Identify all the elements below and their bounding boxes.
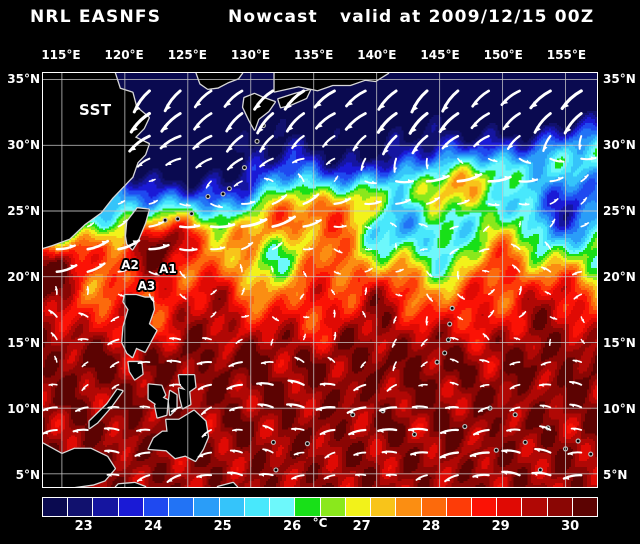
lon-tick-115°E: 115°E [41, 48, 80, 62]
colorbar-tick-26: 26 [283, 519, 301, 534]
lat-tick-left-15°N: 15°N [7, 336, 40, 350]
colorbar-units-label: °C [313, 516, 328, 530]
colorbar-tick-29: 29 [492, 519, 510, 534]
colorbar-cell [93, 498, 118, 516]
colorbar-tick-28: 28 [422, 519, 440, 534]
colorbar-cell [194, 498, 219, 516]
colorbar-cell [270, 498, 295, 516]
colorbar-cell [472, 498, 497, 516]
colorbar-cell [119, 498, 144, 516]
colorbar-cell [220, 498, 245, 516]
lon-tick-120°E: 120°E [105, 48, 144, 62]
colorbar-tick-24: 24 [144, 519, 162, 534]
colorbar-cell [573, 498, 597, 516]
lat-tick-left-10°N: 10°N [7, 402, 40, 416]
sst-field-plot [43, 73, 597, 487]
lat-tick-right-5°N: 5°N [603, 468, 627, 482]
sst-colorbar[interactable] [42, 497, 598, 517]
colorbar-cell [43, 498, 68, 516]
lat-tick-right-35°N: 35°N [603, 72, 636, 86]
lat-tick-right-15°N: 15°N [603, 336, 636, 350]
colorbar-cell [371, 498, 396, 516]
lat-tick-right-30°N: 30°N [603, 138, 636, 152]
colorbar-cell [169, 498, 194, 516]
lat-tick-left-35°N: 35°N [7, 72, 40, 86]
colorbar-cell [144, 498, 169, 516]
title-bar: NRL EASNFS Nowcast valid at 2009/12/15 0… [0, 7, 640, 33]
colorbar-cell [295, 498, 320, 516]
colorbar-cell [321, 498, 346, 516]
colorbar-cell [245, 498, 270, 516]
lon-tick-150°E: 150°E [484, 48, 523, 62]
lon-tick-125°E: 125°E [168, 48, 207, 62]
valid-time: valid at 2009/12/15 00Z [340, 7, 594, 27]
colorbar-cell [497, 498, 522, 516]
forecast-kind: Nowcast [228, 7, 318, 27]
colorbar-cell [68, 498, 93, 516]
colorbar-tick-23: 23 [75, 519, 93, 534]
colorbar-cell [396, 498, 421, 516]
lon-tick-155°E: 155°E [547, 48, 586, 62]
model-name: NRL EASNFS [30, 7, 161, 27]
lon-tick-135°E: 135°E [294, 48, 333, 62]
colorbar-cell [522, 498, 547, 516]
lon-tick-145°E: 145°E [420, 48, 459, 62]
colorbar-cell [548, 498, 573, 516]
colorbar-tick-27: 27 [353, 519, 371, 534]
lon-tick-130°E: 130°E [231, 48, 270, 62]
lon-tick-140°E: 140°E [357, 48, 396, 62]
lat-tick-left-5°N: 5°N [16, 468, 40, 482]
lat-tick-left-25°N: 25°N [7, 204, 40, 218]
colorbar-cell [447, 498, 472, 516]
sst-map-panel[interactable]: SST A1 A2 A3 [42, 72, 598, 488]
colorbar-cell [422, 498, 447, 516]
lat-tick-right-25°N: 25°N [603, 204, 636, 218]
lat-tick-right-10°N: 10°N [603, 402, 636, 416]
colorbar-cell [346, 498, 371, 516]
colorbar-tick-30: 30 [561, 519, 579, 534]
colorbar-tick-25: 25 [214, 519, 232, 534]
lat-tick-left-20°N: 20°N [7, 270, 40, 284]
lat-tick-right-20°N: 20°N [603, 270, 636, 284]
lat-tick-left-30°N: 30°N [7, 138, 40, 152]
